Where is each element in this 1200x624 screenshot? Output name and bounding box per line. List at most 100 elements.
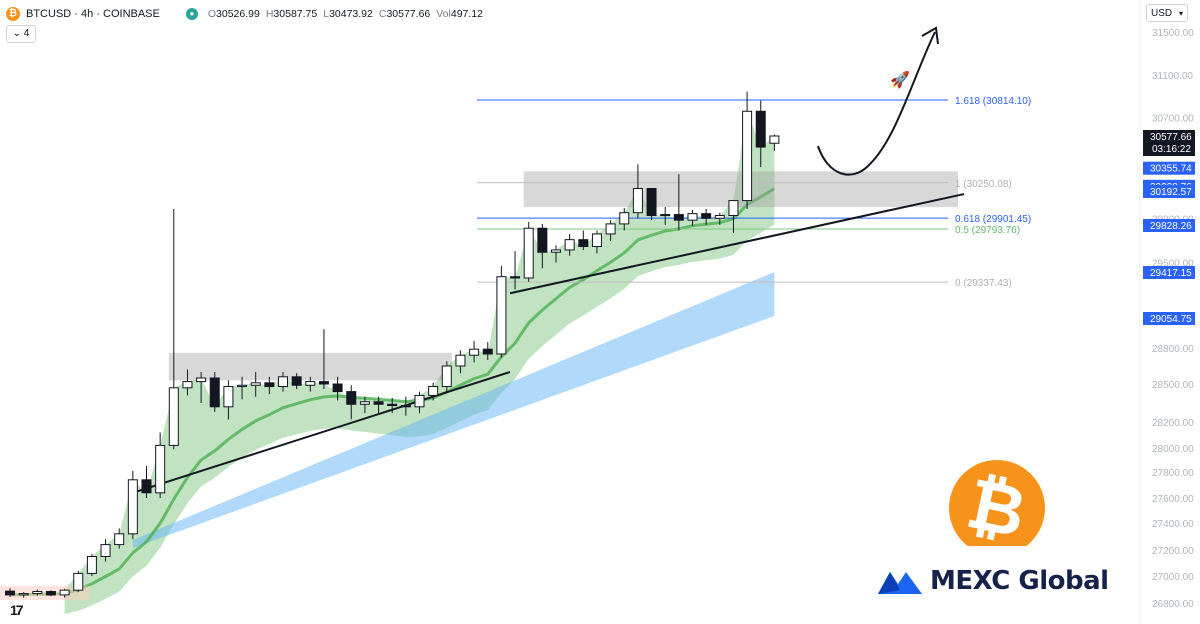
candle-body (305, 381, 316, 386)
indicators-collapse-button[interactable]: ⌄ 4 (6, 25, 36, 43)
candles (5, 91, 780, 598)
candle-body (59, 589, 70, 596)
orange-band-start (0, 586, 90, 600)
candle-body (32, 591, 43, 595)
close-label: C (378, 8, 387, 20)
resistance-zones (168, 171, 958, 381)
candle-body (441, 365, 452, 388)
candle-body (18, 593, 29, 596)
candle-body (728, 200, 739, 217)
resistance-zone (523, 171, 958, 208)
candle-body (73, 572, 84, 591)
price-label-text: 30577.66 (1150, 132, 1192, 143)
fib-label: 0.618 (29901.45) (955, 214, 1031, 225)
candle-body (701, 213, 712, 219)
bitcoin-coin-icon: ₿ (6, 7, 20, 21)
candle-body (455, 354, 466, 367)
blue-cloud-band (132, 272, 775, 548)
countdown-label: 03:16:22 (1152, 144, 1191, 155)
price-label-text: 29828.26 (1150, 221, 1192, 232)
visibility-eye-icon[interactable]: ● (185, 8, 198, 20)
price-label-text: 29054.75 (1150, 314, 1192, 325)
price-label-box (1143, 130, 1195, 156)
bitcoin-logo: ₿ (949, 460, 1045, 556)
projection-arrowhead (921, 26, 939, 45)
projection-curve (817, 31, 936, 176)
mexc-wordmark: MEXC Global (930, 566, 1109, 596)
candle-body (687, 213, 698, 221)
candle-body (523, 227, 534, 279)
candle-body (196, 377, 207, 383)
candle-body (291, 376, 302, 386)
price-label-box (1143, 312, 1195, 325)
candle-body (114, 533, 125, 546)
y-tick-label: 29500.00 (1152, 259, 1194, 270)
candle-body (482, 348, 493, 355)
candle-body (5, 590, 15, 596)
low-value: 30473.92 (329, 8, 373, 20)
price-label-text: 29417.15 (1150, 268, 1192, 279)
y-tick-label: 27200.00 (1152, 546, 1194, 557)
y-tick-label: 27000.00 (1152, 572, 1194, 583)
candle-body (537, 227, 548, 253)
fib-label: 1 (30250.08) (955, 179, 1012, 190)
candle-body (496, 276, 507, 355)
candle-body (387, 403, 398, 407)
candle-body (278, 376, 288, 388)
currency-select[interactable]: USD ▾ (1146, 4, 1188, 22)
candle-body (346, 391, 357, 405)
mexc-mountain-icon (878, 572, 922, 594)
fib-label: 1.618 (30814.10) (955, 96, 1031, 107)
candle-body (182, 381, 193, 389)
resistance-zone (168, 352, 452, 381)
candle-body (755, 110, 766, 148)
candle-body (209, 377, 220, 408)
candle-body (578, 239, 589, 248)
y-tick-label: 27800.00 (1152, 468, 1194, 479)
price-axis[interactable]: 31500.0031100.0030700.0029900.0029500.00… (1143, 28, 1195, 610)
chevron-down-icon: ▾ (1178, 9, 1183, 18)
close-value: 30577.66 (386, 8, 431, 20)
candle-body (318, 381, 329, 385)
candle-body (359, 401, 370, 405)
projection-arrow (817, 26, 939, 176)
candle-body (551, 249, 561, 253)
candle-body (332, 383, 343, 393)
candle-body (45, 591, 56, 596)
y-tick-label: 27400.00 (1152, 519, 1194, 530)
candle-body (673, 214, 684, 221)
candle-body (769, 135, 780, 144)
candle-body (510, 276, 521, 279)
candle-body (660, 214, 671, 217)
fib-label: 0 (29337.43) (955, 278, 1012, 289)
candle-body (400, 405, 411, 408)
candle-body (646, 188, 657, 217)
candle-body (127, 479, 138, 535)
candle-body (591, 233, 602, 248)
candle-body (373, 401, 384, 405)
price-label-text: 30192.57 (1150, 187, 1192, 198)
candle-body (250, 382, 261, 386)
fibonacci-levels: 1.618 (30814.10) 1 (30250.08) 0.618 (29901… (477, 96, 1031, 289)
candle-body (742, 110, 753, 202)
symbol-title[interactable]: BTCUSD · 4h · COINBASE (26, 8, 160, 20)
candle-body (714, 215, 725, 219)
mexc-logo: MEXC Global (870, 546, 1126, 616)
candle-body (141, 479, 152, 494)
volume-value: 497.12 (450, 8, 483, 20)
candle-body (632, 188, 643, 214)
candle-body (237, 384, 248, 388)
candle-body (223, 386, 234, 408)
y-tick-label: 28800.00 (1152, 344, 1194, 355)
candle-body (428, 386, 439, 396)
bitcoin-symbol-icon: ₿ (960, 461, 1034, 555)
y-tick-label: 31500.00 (1152, 28, 1194, 39)
price-label-text: 30355.74 (1150, 164, 1192, 175)
candle-body (564, 239, 575, 251)
rocket-icon: 🚀 (890, 72, 910, 89)
high-value: 30587.75 (273, 8, 318, 20)
tradingview-logo[interactable]: 17 (10, 602, 24, 618)
candle-body (168, 387, 179, 446)
symbol-header[interactable]: ₿ BTCUSD · 4h · COINBASE ● O30526.99 H30… (6, 5, 483, 23)
